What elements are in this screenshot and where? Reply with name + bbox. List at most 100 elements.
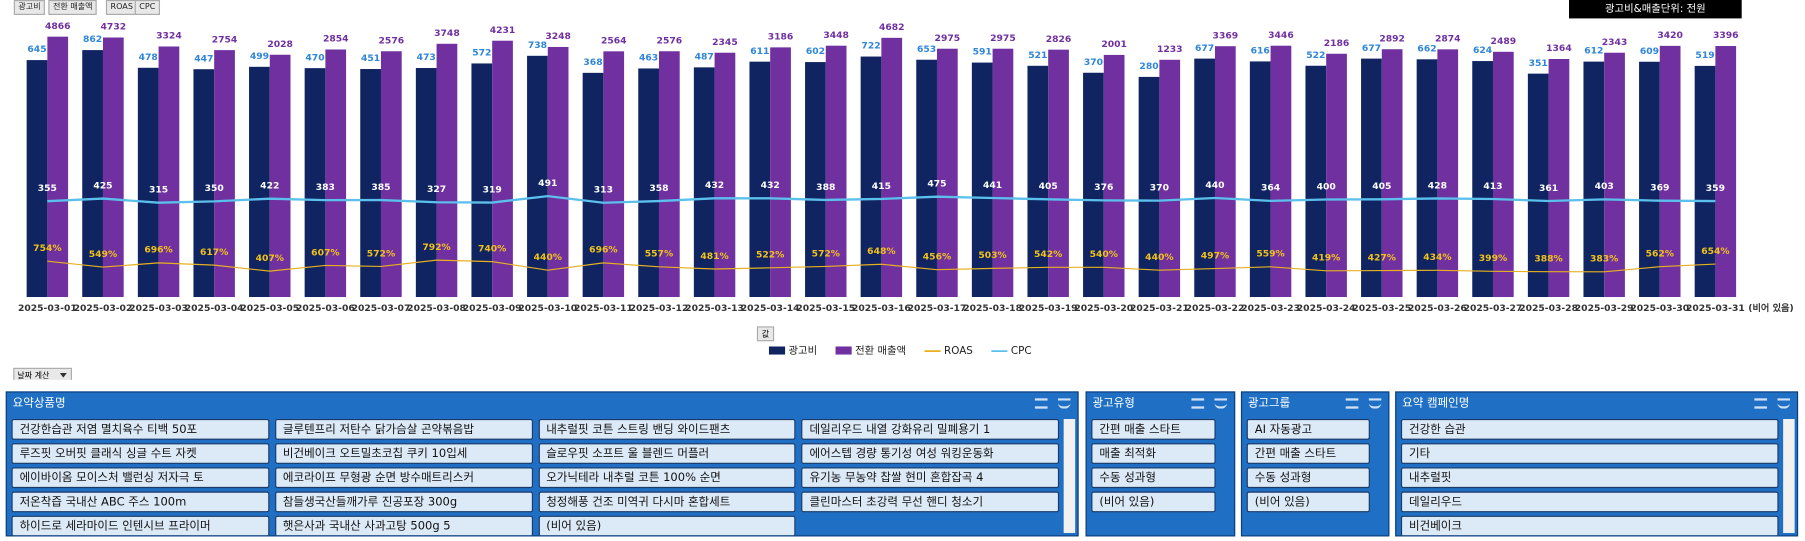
bar [1492, 51, 1514, 297]
slicer-item[interactable]: 데일리우드 [1400, 491, 1779, 513]
slicer: 요약상품명 건강한습관 저염 멸치육수 티백 50포 글루텐프리 저탄수 닭가슴살 … [5, 391, 1079, 537]
slicer-item[interactable]: (비어 있음) [1246, 491, 1370, 513]
data-label: 400 [1317, 181, 1336, 192]
clear-filter-icon[interactable] [1368, 398, 1382, 409]
data-label: 624 [1473, 45, 1492, 56]
value-button-label[interactable]: 값 [762, 328, 770, 338]
data-label: 478 [139, 52, 158, 63]
slicer-item[interactable]: 내추럴핏 [1400, 467, 1779, 489]
x-tick-label: 2025-03-06 [296, 303, 355, 314]
bar [1048, 49, 1069, 297]
data-label: 662 [1417, 43, 1436, 54]
slicer-item[interactable]: 내추럴핏 코튼 스트링 밴딩 와이드팬츠 [538, 419, 796, 440]
toolbar-button[interactable]: 전환 매출액 [48, 0, 98, 15]
multi-select-icon[interactable] [1754, 398, 1768, 409]
slicer-item[interactable]: 데일리우드 내열 강화유리 밀폐용기 1 [801, 419, 1060, 440]
data-label: 4231 [490, 25, 516, 36]
data-label: 740% [478, 243, 506, 254]
slicer-item[interactable]: 기타 [1400, 443, 1779, 464]
slicer-item[interactable]: 청정해풍 건조 미역귀 다시마 혼합세트 [538, 491, 796, 513]
data-label: 280 [1139, 61, 1158, 72]
slicer-item[interactable]: 햇은사과 국내산 사과고탕 500g 5 [274, 515, 533, 536]
x-tick-label: 2025-03-11 [574, 303, 633, 314]
clear-filter-icon[interactable] [1214, 398, 1228, 409]
slicer-item[interactable]: 에코라이프 무형광 순면 방수매트리스커 [274, 467, 533, 489]
header-box [1569, 0, 1742, 19]
data-label: 475 [927, 179, 946, 190]
slicer-item[interactable]: 루즈핏 오버핏 클래식 싱글 수트 자켓 [11, 443, 270, 464]
slicer-item[interactable]: 하이드로 세라마이드 인텐시브 프라이머 [11, 515, 270, 536]
slicer-item[interactable]: 클린마스터 초강력 무선 핸디 청소기 [801, 491, 1060, 513]
data-label: 1233 [1157, 44, 1183, 55]
slicer-item[interactable]: 저온착즙 국내산 ABC 주스 100m [11, 491, 270, 513]
slicer-item[interactable]: 비건베이크 오트밀초코칩 쿠키 10입세 [274, 443, 533, 464]
x-tick-label: 2025-03-21 [1130, 303, 1189, 314]
bar [1437, 49, 1459, 297]
slicer-item[interactable]: 간편 매출 스타트 [1246, 443, 1370, 464]
data-label: 364 [1261, 183, 1280, 194]
slicer-item[interactable]: 참들생국산들깨가루 진공포장 300g [274, 491, 533, 513]
scrollbar[interactable] [1063, 419, 1076, 533]
data-label: 463 [639, 53, 658, 64]
slicer-item[interactable]: 수동 성과형 [1091, 467, 1216, 489]
slicer-item[interactable]: 에이바이옴 모이스처 밸런싱 저자극 토 [11, 467, 270, 489]
toolbar-button[interactable]: CPC [134, 0, 161, 15]
multi-select-icon[interactable] [1191, 398, 1205, 409]
bar [936, 48, 958, 297]
slicer-item[interactable]: 글루텐프리 저탄수 닭가슴살 곤약볶음밥 [274, 419, 533, 440]
data-label: 654% [1701, 246, 1729, 257]
slicer-item[interactable]: 건강한습관 저염 멸치육수 티백 50포 [11, 419, 270, 440]
toolbar-button[interactable]: ROAS [105, 0, 138, 15]
slicer-item[interactable]: (비어 있음) [1091, 491, 1216, 513]
bar [971, 62, 993, 297]
multi-select-icon[interactable] [1034, 398, 1048, 409]
bar [1194, 58, 1215, 297]
data-label: 609 [1640, 46, 1659, 57]
bar [380, 51, 402, 297]
date-dropdown-label[interactable]: 날짜 계산 [17, 370, 50, 380]
slicer-item[interactable]: (비어 있음) [538, 515, 796, 536]
bar [1583, 61, 1605, 297]
data-label: 405 [1039, 181, 1058, 192]
data-label: 503% [978, 250, 1006, 261]
toolbar-button[interactable]: 광고비 [13, 0, 46, 15]
data-label: 3748 [434, 28, 460, 39]
value-button[interactable] [756, 326, 775, 342]
slicer-item[interactable]: 유기농 무농약 찹쌀 현미 혼합잡곡 4 [801, 467, 1060, 489]
bar [82, 50, 103, 297]
slicer-item[interactable]: 비건베이크 [1400, 515, 1779, 536]
x-tick-label: 2025-03-13 [685, 303, 744, 314]
data-label: 2186 [1324, 38, 1350, 49]
slicer-item[interactable]: 에어스텝 경량 통기성 여성 워킹운동화 [801, 443, 1060, 464]
data-label: 327 [427, 184, 446, 195]
data-label: 521 [1028, 50, 1047, 61]
slicer-item[interactable]: 매출 최적화 [1091, 443, 1216, 464]
slicer-item[interactable]: AI 자동광고 [1246, 419, 1370, 440]
bar [658, 51, 680, 297]
data-label: 3248 [545, 31, 571, 42]
slicer-item[interactable]: 건강한 습관 [1400, 419, 1779, 440]
data-label: 481% [700, 251, 728, 262]
multi-select-icon[interactable] [1345, 398, 1359, 409]
scrollbar[interactable] [1783, 419, 1795, 533]
clear-filter-icon[interactable] [1057, 398, 1071, 409]
slicer-item[interactable]: 간편 매출 스타트 [1091, 419, 1216, 440]
data-label: 522 [1306, 50, 1325, 61]
data-label: 447 [194, 53, 213, 64]
date-dropdown[interactable] [13, 367, 72, 380]
bar [749, 61, 771, 297]
slicer-item[interactable]: 슬로우핏 소프트 울 블렌드 머플러 [538, 443, 796, 464]
slicer-item[interactable]: 오가닉테라 내추럴 코튼 100% 순면 [538, 467, 796, 489]
bar [1416, 59, 1438, 297]
data-label: 738 [528, 40, 547, 51]
data-label: 434% [1423, 252, 1451, 263]
data-label: 677 [1362, 43, 1381, 54]
data-label: 415 [872, 181, 891, 192]
slicer-item[interactable]: 수동 성과형 [1246, 467, 1370, 489]
dropdown-arrow [59, 372, 67, 378]
bar [304, 68, 326, 297]
data-label: 313 [594, 185, 613, 196]
clear-filter-icon[interactable] [1777, 398, 1791, 409]
